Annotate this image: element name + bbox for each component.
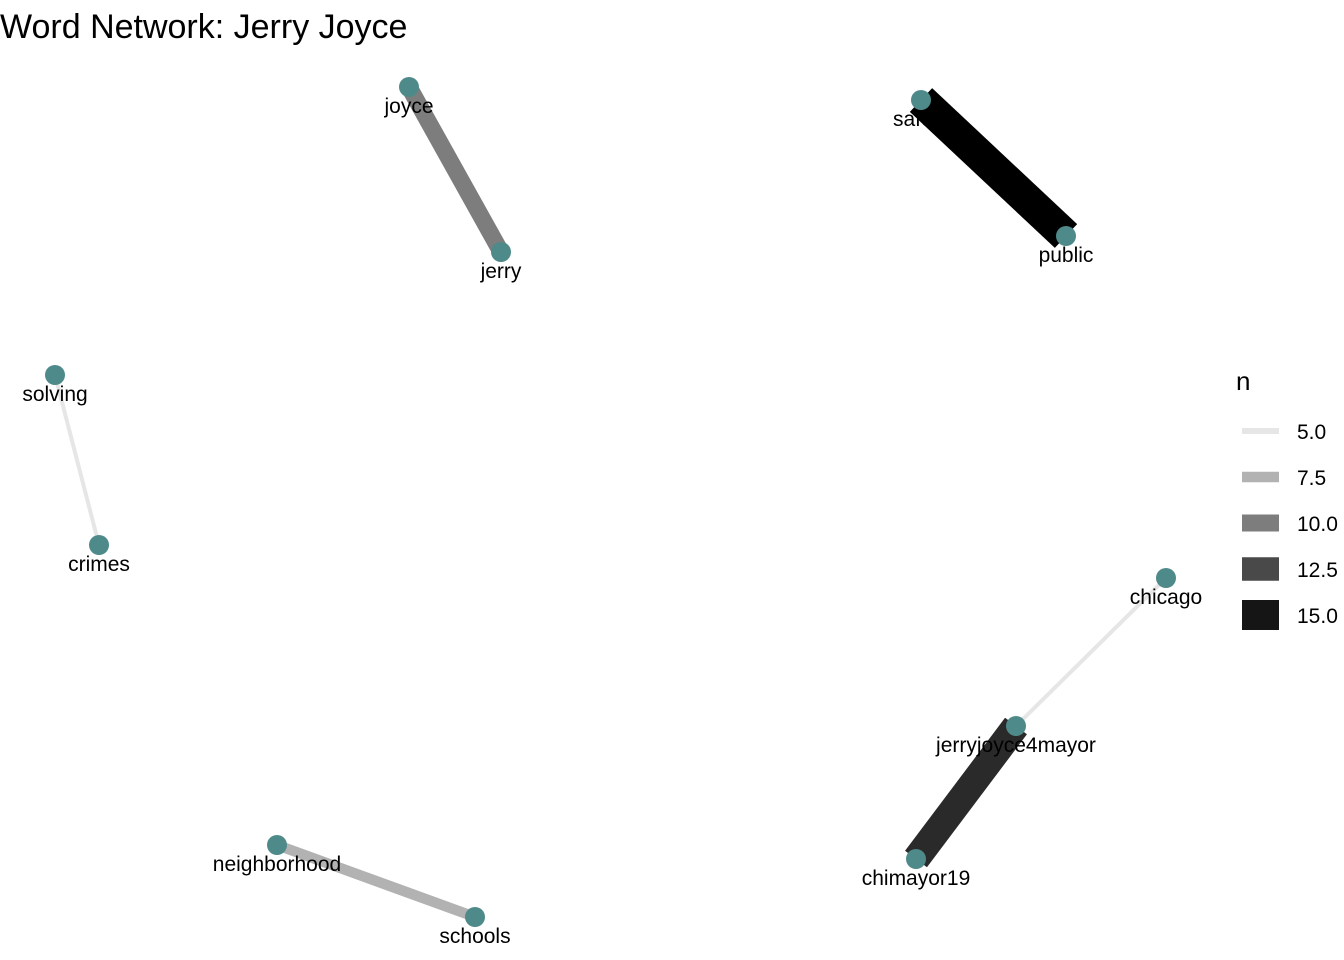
edge-chicago-jerryjoyce4mayor <box>1014 576 1168 728</box>
legend-label-3: 12.5 <box>1297 559 1338 582</box>
node-solving <box>45 365 65 385</box>
node-label-joyce: joyce <box>383 95 433 118</box>
node-crimes <box>89 535 109 555</box>
node-label-schools: schools <box>439 925 510 948</box>
legend-key-0 <box>1242 428 1279 434</box>
node-public <box>1056 226 1076 246</box>
node-jerry <box>491 242 511 262</box>
legend-label-1: 7.5 <box>1297 467 1326 490</box>
edges-layer <box>53 82 1168 922</box>
node-chicago <box>1156 568 1176 588</box>
legend-title: n <box>1236 366 1250 396</box>
legend-key-3 <box>1242 557 1279 581</box>
edge-joyce-jerry <box>401 82 509 257</box>
node-label-neighborhood: neighborhood <box>213 853 341 876</box>
node-label-jerry: jerry <box>480 260 522 283</box>
node-label-solving: solving <box>22 383 87 406</box>
node-label-crimes: crimes <box>68 553 130 576</box>
edge-jerryjoyce4mayor-chimayor19 <box>905 717 1027 868</box>
node-label-chicago: chicago <box>1130 586 1202 609</box>
node-neighborhood <box>267 835 287 855</box>
node-chimayor19 <box>906 849 926 869</box>
node-label-chimayor19: chimayor19 <box>862 867 971 890</box>
nodes-layer <box>45 77 1176 927</box>
legend-label-0: 5.0 <box>1297 421 1326 444</box>
edge-neighborhood-schools <box>275 840 477 922</box>
node-jerryjoyce4mayor <box>1006 716 1026 736</box>
labels-layer: joyce jerry safety public solving crimes chica… <box>22 95 1202 948</box>
chart-title: Word Network: Jerry Joyce <box>0 8 407 46</box>
edge-solving-crimes <box>53 374 101 546</box>
node-safety <box>911 90 931 110</box>
legend-label-4: 15.0 <box>1297 605 1338 628</box>
node-label-safety: safety <box>893 108 950 131</box>
node-label-public: public <box>1039 244 1094 267</box>
edge-safety-public <box>909 88 1078 248</box>
node-label-jerryjoyce4mayor: jerryjoyce4mayor <box>935 734 1096 757</box>
legend: n 5.0 7.5 10.0 12.5 15.0 <box>1236 366 1338 630</box>
node-joyce <box>399 77 419 97</box>
legend-key-1 <box>1242 471 1279 483</box>
legend-label-2: 10.0 <box>1297 513 1338 536</box>
node-schools <box>465 907 485 927</box>
legend-key-2 <box>1242 514 1279 532</box>
legend-key-4 <box>1242 600 1279 630</box>
